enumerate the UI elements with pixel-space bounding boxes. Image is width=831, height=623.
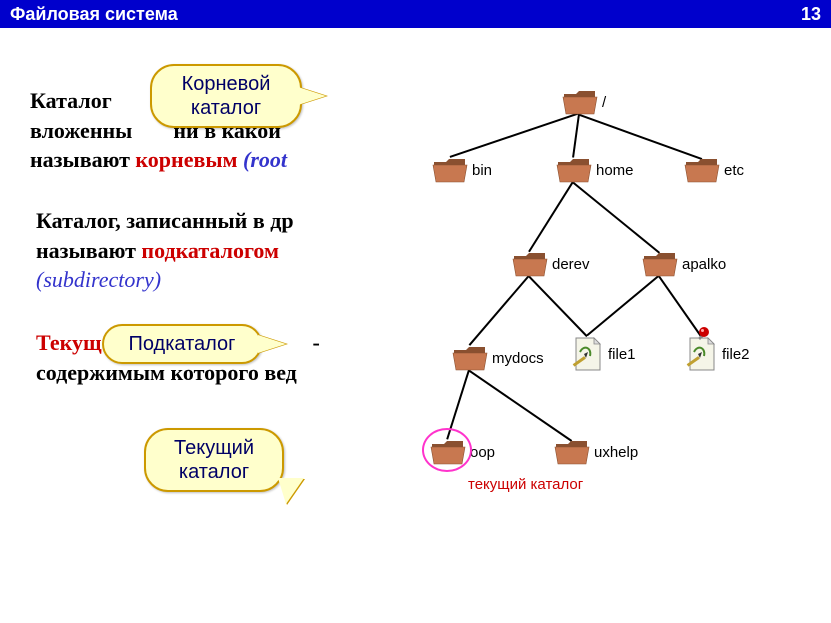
node-label: etc xyxy=(724,162,744,179)
tree-edge xyxy=(529,181,574,252)
pushpin-icon xyxy=(694,324,712,342)
folder-icon xyxy=(512,250,548,278)
current-dir-highlight xyxy=(422,428,472,472)
node-label: bin xyxy=(472,162,492,179)
folder-node-derev: derev xyxy=(512,250,590,278)
folder-node-etc: etc xyxy=(684,156,744,184)
folder-icon xyxy=(554,438,590,466)
folder-node-root: / xyxy=(562,88,606,116)
folder-icon xyxy=(642,250,678,278)
callout-current: Текущий каталог xyxy=(144,428,284,492)
tree-edge xyxy=(573,182,660,253)
folder-icon xyxy=(452,344,488,372)
slide-number: 13 xyxy=(801,4,821,25)
node-label: / xyxy=(602,94,606,111)
tree-edge xyxy=(579,114,702,159)
slide-header: Файловая система 13 xyxy=(0,0,831,28)
callout-subdir: Подкаталог xyxy=(102,324,262,364)
node-label: file1 xyxy=(608,346,636,363)
folder-node-apalko: apalko xyxy=(642,250,726,278)
callout-current-label: Текущий каталог xyxy=(164,436,264,484)
folder-icon xyxy=(684,156,720,184)
tree-edge xyxy=(573,114,580,158)
callout-root-label: Корневой каталог xyxy=(170,72,282,120)
folder-node-mydocs: mydocs xyxy=(452,344,544,372)
folder-node-uxhelp: uxhelp xyxy=(554,438,638,466)
folder-node-home: home xyxy=(556,156,634,184)
file-icon xyxy=(570,334,604,374)
callout-root: Корневой каталог xyxy=(150,64,302,128)
node-label: apalko xyxy=(682,256,726,273)
folder-icon xyxy=(556,156,592,184)
folder-icon xyxy=(562,88,598,116)
tree-edge xyxy=(529,276,588,337)
tree-edge xyxy=(587,275,660,336)
node-label: mydocs xyxy=(492,350,544,367)
slide-content: Каталог нег вложенны ни в какой называют… xyxy=(0,28,831,623)
node-label: file2 xyxy=(722,346,750,363)
slide-title: Файловая система xyxy=(10,4,178,25)
callout-subdir-label: Подкаталог xyxy=(129,333,236,355)
tree-edge xyxy=(469,275,530,346)
node-label: derev xyxy=(552,256,590,273)
node-label: home xyxy=(596,162,634,179)
folder-icon xyxy=(432,156,468,184)
file-node-file1: file1 xyxy=(570,334,636,374)
node-label: uxhelp xyxy=(594,444,638,461)
node-label: oop xyxy=(470,444,495,461)
tree-edge xyxy=(469,370,572,441)
tree-edge xyxy=(450,113,580,158)
folder-node-bin: bin xyxy=(432,156,492,184)
